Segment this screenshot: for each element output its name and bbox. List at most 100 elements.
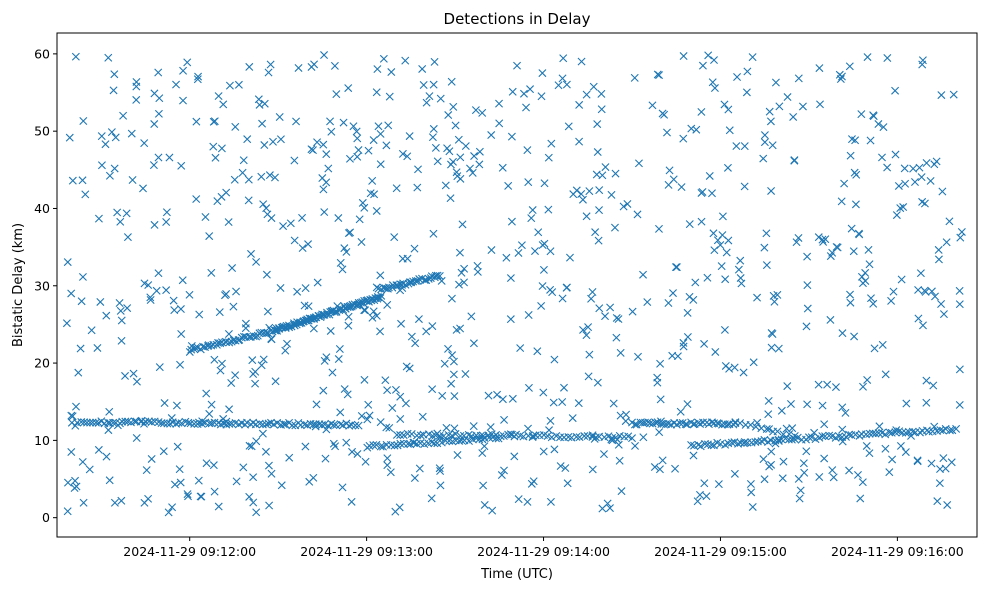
data-point-marker	[650, 463, 659, 472]
data-point-marker	[685, 292, 694, 301]
data-point-marker	[427, 494, 436, 503]
data-point-marker	[799, 459, 808, 468]
data-point-marker	[392, 184, 401, 193]
data-point-marker	[850, 332, 859, 341]
data-point-marker	[580, 432, 589, 441]
data-point-marker	[679, 342, 688, 351]
data-point-marker	[922, 158, 931, 167]
data-point-marker	[461, 142, 470, 151]
data-point-marker	[572, 432, 581, 441]
data-point-marker	[723, 163, 732, 172]
data-point-marker	[351, 421, 360, 430]
data-point-marker	[874, 429, 883, 438]
data-point-marker	[176, 478, 185, 487]
data-point-marker	[247, 442, 256, 451]
data-point-marker	[142, 466, 151, 475]
data-point-marker	[885, 468, 894, 477]
data-point-marker	[539, 447, 548, 456]
data-point-marker	[523, 146, 532, 155]
data-point-marker	[533, 347, 542, 356]
data-point-marker	[435, 272, 444, 280]
data-point-marker	[730, 469, 739, 478]
data-point-marker	[245, 62, 254, 71]
data-point-marker	[71, 52, 80, 61]
data-point-marker	[63, 258, 72, 267]
data-point-marker	[372, 206, 381, 215]
data-point-marker	[77, 297, 86, 306]
data-point-marker	[414, 315, 423, 324]
data-point-marker	[390, 441, 399, 450]
data-point-marker	[689, 451, 698, 460]
data-point-marker	[751, 422, 760, 431]
data-point-marker	[794, 233, 803, 242]
data-point-marker	[823, 380, 832, 389]
data-point-marker	[152, 286, 161, 295]
data-point-marker	[677, 183, 686, 192]
data-point-marker	[230, 175, 239, 184]
data-point-marker	[514, 248, 523, 257]
data-point-marker	[385, 92, 394, 101]
data-point-marker	[870, 344, 879, 353]
data-point-marker	[585, 350, 594, 359]
data-point-marker	[601, 163, 610, 172]
data-point-marker	[113, 208, 122, 217]
data-point-marker	[770, 297, 779, 306]
data-point-marker	[887, 296, 896, 305]
data-point-marker	[379, 54, 388, 63]
data-point-marker	[564, 122, 573, 131]
data-point-marker	[956, 233, 965, 242]
data-point-marker	[344, 84, 353, 93]
data-point-marker	[955, 365, 964, 374]
data-point-marker	[335, 345, 344, 354]
data-point-marker	[119, 111, 128, 120]
data-point-marker	[451, 429, 460, 438]
data-point-marker	[918, 321, 927, 330]
data-point-marker	[803, 252, 812, 261]
data-point-marker	[767, 447, 776, 456]
data-point-marker	[920, 286, 929, 295]
data-point-marker	[507, 132, 516, 141]
data-point-marker	[514, 495, 523, 504]
data-point-marker	[685, 220, 694, 229]
data-point-marker	[914, 314, 923, 323]
data-point-marker	[740, 142, 749, 151]
data-point-marker	[689, 420, 698, 429]
data-point-marker	[952, 424, 961, 433]
data-point-marker	[476, 431, 485, 440]
data-point-marker	[610, 223, 619, 232]
y-tick-label: 50	[34, 124, 50, 139]
data-point-marker	[78, 457, 87, 466]
data-point-marker	[701, 439, 710, 448]
data-point-marker	[881, 444, 890, 453]
data-point-marker	[897, 275, 906, 284]
data-point-marker	[612, 333, 621, 342]
data-point-marker	[544, 153, 553, 162]
data-point-marker	[207, 268, 216, 277]
data-point-marker	[109, 86, 118, 95]
data-point-marker	[422, 276, 431, 285]
data-point-marker	[117, 336, 126, 345]
data-point-marker	[67, 289, 76, 298]
data-point-marker	[395, 503, 404, 512]
data-point-marker	[796, 486, 805, 495]
data-point-marker	[611, 169, 620, 178]
y-tick-label: 30	[34, 278, 50, 293]
data-point-marker	[955, 286, 964, 295]
data-point-marker	[579, 325, 588, 334]
data-point-marker	[534, 228, 543, 237]
data-point-marker	[102, 311, 111, 320]
data-point-marker	[475, 160, 484, 169]
data-point-marker	[475, 147, 484, 156]
data-point-marker	[162, 208, 171, 217]
data-point-marker	[947, 458, 956, 467]
data-point-marker	[562, 283, 571, 292]
data-point-marker	[727, 438, 736, 447]
data-point-marker	[437, 438, 446, 447]
data-point-marker	[376, 271, 385, 280]
data-point-marker	[537, 301, 546, 310]
data-points	[62, 51, 966, 517]
data-point-marker	[853, 470, 862, 479]
data-point-marker	[252, 257, 261, 266]
data-point-marker	[146, 293, 155, 302]
data-point-marker	[506, 315, 515, 324]
